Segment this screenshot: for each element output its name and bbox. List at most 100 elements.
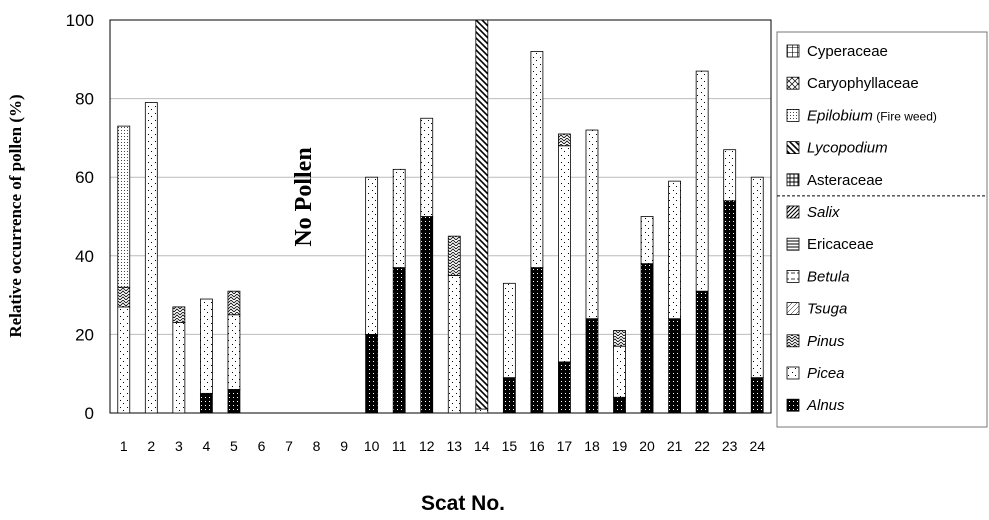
bar-segment [365,176,379,335]
bar-segment [117,125,131,288]
bar-segment [640,216,654,265]
bar-segment [530,267,544,414]
legend-swatch [786,109,800,122]
bar-segment [558,145,571,363]
bar-segment [530,51,544,268]
bar-segment [475,19,489,410]
bar-stack [613,330,626,414]
bar-segment [227,389,241,414]
x-tick-label: 7 [285,438,293,454]
bar-segment [420,216,434,414]
bar-stack [420,117,434,414]
x-tick-label: 14 [474,438,490,454]
bar-stack [668,180,682,414]
x-tick-label: 18 [584,438,600,454]
bar-segment [447,235,461,276]
gridlines [110,98,771,335]
legend-label: Picea [807,365,845,382]
bar-segment [502,377,516,414]
legend-swatch [786,76,800,90]
legend-label: Alnus [806,397,845,414]
x-tick-label: 13 [446,438,462,454]
bar-stack [558,133,571,414]
no-pollen-annotation: No Pollen [291,147,317,246]
y-tick-label: 100 [66,11,94,30]
y-axis-ticks: 0 20 40 60 80 100 [66,11,94,423]
x-axis-title: Scat No. [421,492,505,515]
bar-stack [640,216,654,414]
bar-stack [502,282,516,414]
y-axis-title: Relative occurrence of pollen (%) [6,94,25,337]
bar-segment [723,200,737,414]
bar-segment [558,133,571,147]
bar-stack [695,70,709,414]
x-tick-label: 5 [230,438,238,454]
bar-stack [392,168,406,414]
y-tick-label: 20 [75,325,94,344]
bar-segment [613,345,626,398]
legend-swatch [786,366,800,380]
bar-segment [585,129,599,320]
x-tick-label: 16 [529,438,545,454]
legend: Cyperaceae Caryophyllaceae Epilobium (Fire… [776,31,988,428]
x-tick-label: 21 [667,438,683,454]
bar-stack [144,102,158,414]
bars [117,19,764,414]
y-tick-label: 60 [75,168,94,187]
legend-label: Ericaceae [807,236,874,253]
legend-label: Tsuga [807,301,847,318]
legend-label: Lycopodium [807,140,888,157]
legend-swatch [786,269,800,283]
x-tick-label: 12 [419,438,435,454]
legend-swatch [786,205,800,219]
legend-label: Asteraceae [807,172,883,189]
x-tick-label: 10 [364,438,380,454]
x-tick-label: 19 [612,438,628,454]
bar-segment [750,176,764,379]
bar-stack [172,306,186,414]
legend-swatch [786,173,800,187]
plot-area [109,19,772,414]
legend-label: Caryophyllaceae [807,75,919,92]
bar-stack [117,125,131,414]
bar-segment [613,396,626,414]
legend-label: Pinus [807,333,845,350]
x-tick-label: 6 [258,438,266,454]
x-tick-label: 17 [557,438,573,454]
legend-label: Betula [807,268,850,285]
x-tick-label: 4 [202,438,210,454]
x-tick-label: 3 [175,438,183,454]
bar-segment [227,314,241,390]
bar-stack [723,149,737,414]
bar-segment [475,408,489,414]
x-tick-label: 1 [120,438,128,454]
bar-segment [172,306,186,324]
x-axis-ticks: 1 2 3 4 5 6 7 8 9 10 11 12 13 14 15 16 17 18 19 20 21 22 23 24 [120,438,765,454]
bar-segment [447,275,461,414]
bar-stack [750,176,764,414]
legend-swatch [786,398,800,412]
bar-segment [723,149,737,202]
x-tick-label: 22 [694,438,710,454]
legend-box [776,31,988,428]
x-tick-label: 9 [340,438,348,454]
legend-swatch [786,334,800,348]
bar-segment [558,361,571,414]
y-tick-label: 80 [75,90,94,109]
bar-segment [144,102,158,414]
bar-segment [392,168,406,268]
bar-segment [640,263,654,414]
bar-stack [199,298,213,414]
bar-segment [695,290,709,414]
bar-segment [585,318,599,414]
y-tick-label: 40 [75,247,94,266]
bar-stack [227,290,241,414]
x-tick-label: 11 [392,438,407,454]
x-tick-label: 2 [147,438,155,454]
legend-label: Cyperaceae [807,43,888,60]
bar-stack [585,129,599,414]
bar-segment [199,298,213,394]
x-tick-label: 24 [749,438,765,454]
x-tick-label: 23 [722,438,738,454]
